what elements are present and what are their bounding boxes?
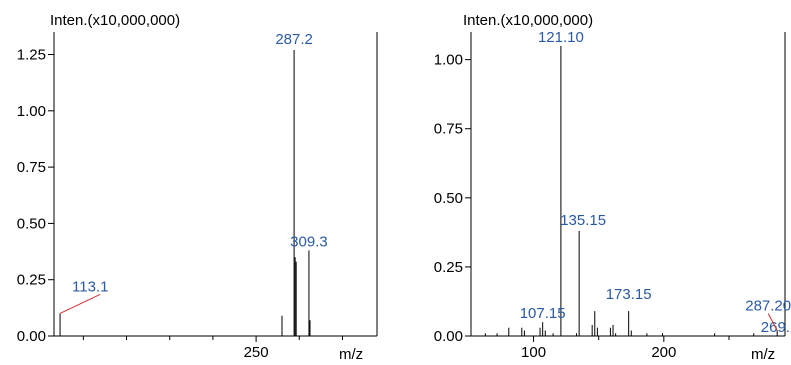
peak-label: 121.10 xyxy=(538,29,584,46)
peak-label: 107.15 xyxy=(520,305,566,322)
y-tick-label: 0.25 xyxy=(434,259,463,276)
y-tick-label: 0.75 xyxy=(17,159,46,176)
left-chart-title: Inten.(x10,000,000) xyxy=(50,12,180,29)
right-x-axis-label: m/z xyxy=(751,346,775,363)
left-peak-labels: 113.1 287.2 309.3 xyxy=(59,31,328,314)
peak-leader-line xyxy=(767,313,778,331)
y-tick-label: 0.00 xyxy=(434,328,463,345)
right-y-ticks: 0.00 0.25 0.50 0.75 1.00 xyxy=(434,52,471,345)
y-tick-label: 1.00 xyxy=(17,103,46,120)
left-x-axis-label: m/z xyxy=(339,346,363,363)
y-tick-label: 0.50 xyxy=(434,190,463,207)
right-chart-title: Inten.(x10,000,000) xyxy=(463,12,593,29)
peak-label: 113.1 xyxy=(72,278,108,295)
y-tick-label: 0.00 xyxy=(17,328,46,345)
y-tick-label: 0.75 xyxy=(434,121,463,138)
x-tick-label: 100 xyxy=(521,344,546,361)
y-tick-label: 0.25 xyxy=(17,272,46,289)
peak-label: 173.15 xyxy=(606,286,652,303)
y-tick-label: 0.50 xyxy=(17,215,46,232)
peak-leader-line xyxy=(59,294,101,314)
right-peaks xyxy=(484,45,778,336)
peak-label: 309.3 xyxy=(290,233,328,250)
left-x-ticks: 250 xyxy=(82,336,343,361)
right-x-ticks: 100 200 xyxy=(521,336,730,361)
left-peaks xyxy=(59,50,311,336)
peak-label: 135.15 xyxy=(560,212,606,229)
right-spectrum-panel: Inten.(x10,000,000) 0.00 0.25 0.50 0.75 1.00… xyxy=(434,12,791,363)
left-y-ticks: 0.00 0.25 0.50 0.75 1.00 1.25 xyxy=(17,47,54,345)
y-tick-label: 1.25 xyxy=(17,47,46,64)
peak-label: 287.2 xyxy=(275,31,313,48)
x-tick-label: 200 xyxy=(651,344,676,361)
y-tick-label: 1.00 xyxy=(434,52,463,69)
peak-label: 287.20 xyxy=(745,297,791,314)
x-tick-label: 250 xyxy=(244,344,269,361)
left-spectrum-panel: Inten.(x10,000,000) 0.00 0.25 0.50 0.75 1.00… xyxy=(17,12,378,363)
